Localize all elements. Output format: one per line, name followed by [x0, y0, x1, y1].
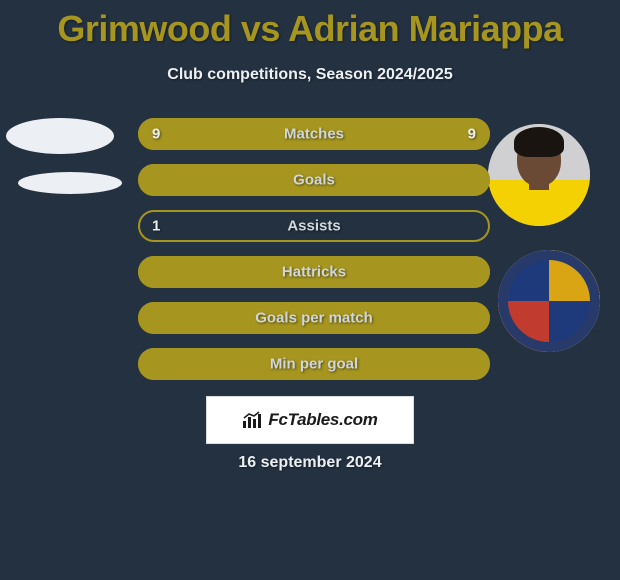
date-stamp: 16 september 2024 — [0, 454, 620, 472]
stat-value-left: 1 — [152, 218, 160, 235]
placeholder-ellipse — [6, 118, 114, 154]
right-club-crest — [498, 250, 600, 352]
stat-label: Matches — [284, 126, 344, 143]
stat-bar: Hattricks — [138, 256, 490, 288]
stat-value-left: 9 — [152, 126, 160, 143]
right-player-avatar — [488, 124, 590, 226]
stat-label: Hattricks — [282, 264, 346, 281]
stat-label: Goals per match — [255, 310, 373, 327]
left-player-placeholder — [6, 118, 126, 194]
brand-watermark: FcTables.com — [206, 396, 414, 444]
stat-value-right: 9 — [468, 126, 476, 143]
stat-bar: Goals — [138, 164, 490, 196]
brand-chart-icon — [242, 411, 264, 429]
page-subtitle: Club competitions, Season 2024/2025 — [0, 66, 620, 84]
stat-label: Goals — [293, 172, 335, 189]
stat-bar: Goals per match — [138, 302, 490, 334]
brand-text: FcTables.com — [268, 410, 377, 430]
stat-label: Min per goal — [270, 356, 358, 373]
placeholder-ellipse — [18, 172, 122, 194]
stat-bar: Matches 9 9 — [138, 118, 490, 150]
stat-label: Assists — [287, 218, 340, 235]
stat-bar: Assists 1 — [138, 210, 490, 242]
page-title: Grimwood vs Adrian Mariappa — [0, 0, 620, 50]
stat-bar: Min per goal — [138, 348, 490, 380]
comparison-bars: Matches 9 9 Goals Assists 1 Hattricks Goals per… — [138, 118, 490, 394]
